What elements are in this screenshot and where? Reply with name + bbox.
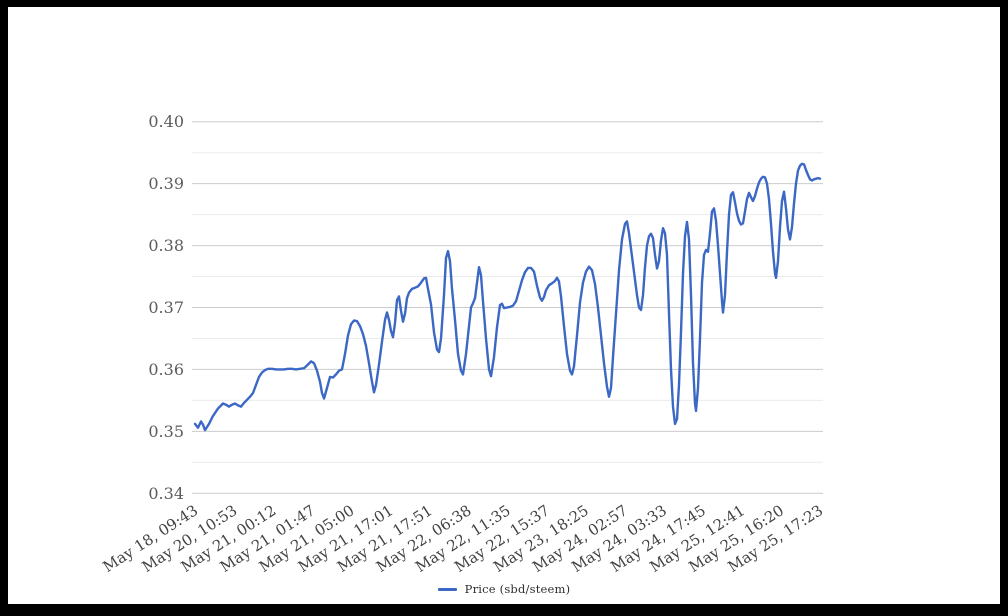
price-line [193,162,822,432]
y-axis-labels: 0.40 0.39 0.38 0.37 0.36 0.35 0.34 [148,112,184,503]
y-minor-gridlines [192,152,823,463]
y-tick-label: 0.34 [148,484,184,503]
y-tick-label: 0.35 [148,422,184,441]
y-tick-label: 0.39 [148,174,184,193]
y-tick-label: 0.38 [148,236,184,255]
y-tick-label: 0.40 [148,112,184,131]
y-tick-label: 0.37 [148,298,184,317]
y-tick-label: 0.36 [148,360,184,379]
legend-line-swatch [437,587,457,591]
legend-label: Price (sbd/steem) [464,582,571,596]
legend: Price (sbd/steem) [0,582,1008,596]
